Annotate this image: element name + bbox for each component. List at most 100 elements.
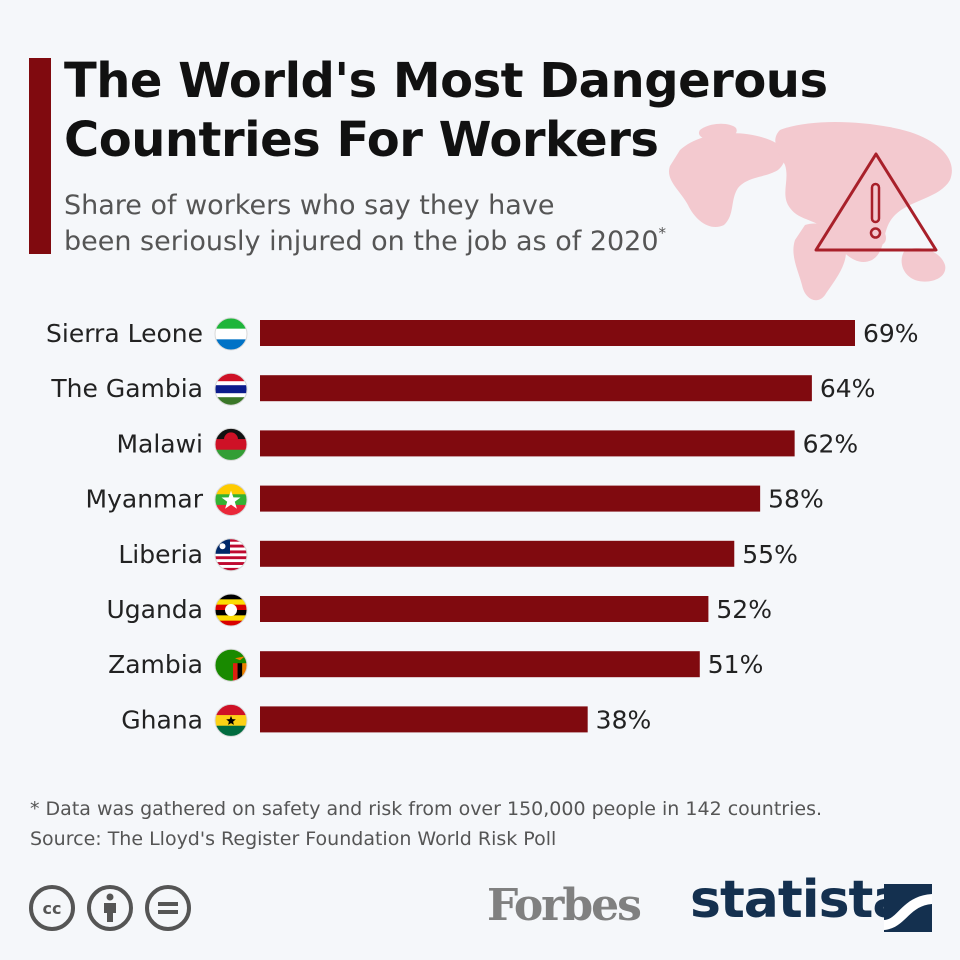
footnote-note: * Data was gathered on safety and risk f… <box>30 798 823 820</box>
bar <box>260 540 735 567</box>
chart-subtitle-line2-text: been seriously injured on the job as of … <box>64 226 659 257</box>
flag-outline <box>214 648 248 682</box>
forbes-logo: Forbes <box>487 880 642 931</box>
footnote: * Data was gathered on safety and risk f… <box>30 794 822 854</box>
flag-stripe <box>215 393 247 398</box>
flag-stripe <box>215 377 247 382</box>
footnote-source: Source: The Lloyd's Register Foundation … <box>30 828 557 850</box>
flag-stripe <box>215 328 247 340</box>
bar <box>260 485 761 512</box>
uganda-flag-icon <box>215 594 247 626</box>
gambia-flag-icon <box>215 373 247 406</box>
cc-icon: cc <box>29 885 75 931</box>
flag-stripe <box>215 620 247 626</box>
data-label: 69% <box>863 319 919 348</box>
flag-eagle <box>235 656 245 661</box>
category-label: Zambia <box>108 650 203 679</box>
flag-star <box>221 490 241 509</box>
bar <box>260 651 700 678</box>
chart-subtitle: Share of workers who say they have been … <box>64 188 784 260</box>
myanmar-flag-icon <box>215 483 247 516</box>
no-derivatives-icon <box>145 885 191 931</box>
data-label: 51% <box>708 650 764 679</box>
flag-stripe <box>215 449 247 461</box>
chart-title-line2: Countries For Workers <box>64 112 659 168</box>
flag-outline <box>214 483 248 517</box>
data-label: 52% <box>716 595 772 624</box>
flag-emblem <box>225 604 237 616</box>
bar-row: Myanmar 58% <box>86 483 824 517</box>
bar-chart: Sierra Leone 69% The Gambia 64% Malawi 62% Mya… <box>46 317 919 737</box>
flag-outline <box>214 317 248 351</box>
bar-row: The Gambia 64% <box>50 372 876 406</box>
bar <box>260 375 812 402</box>
flag-stripe <box>215 725 247 737</box>
flag-star <box>219 543 226 550</box>
flag-stripe <box>215 385 247 390</box>
chart-title: The World's Most Dangerous Countries For… <box>64 52 924 170</box>
category-label: Malawi <box>116 429 203 458</box>
flag-stripe <box>215 550 247 554</box>
flag-outline <box>214 538 248 572</box>
bar <box>260 320 855 346</box>
flag-sun <box>224 432 238 440</box>
flag-stripe <box>215 556 247 560</box>
flag-stripe <box>215 553 247 557</box>
flag-stripe <box>215 373 247 378</box>
chart-title-line1: The World's Most Dangerous <box>64 53 828 109</box>
flag-stripe <box>215 544 247 549</box>
category-label: Myanmar <box>86 485 204 514</box>
statista-logo-icon <box>884 884 932 932</box>
data-label: 38% <box>596 705 652 734</box>
flag-star <box>226 715 236 725</box>
flag-outline <box>214 703 248 737</box>
flag-stripe <box>215 318 247 330</box>
data-label: 62% <box>803 429 859 458</box>
flag-stripe <box>215 567 247 571</box>
category-label: Sierra Leone <box>46 319 203 348</box>
bar-row: Uganda 52% <box>106 593 772 627</box>
bar-row: Zambia 51% <box>108 648 764 682</box>
bar-row: Liberia 55% <box>118 538 798 572</box>
warning-icon <box>814 152 938 252</box>
flag-stripe <box>215 401 247 406</box>
sierra-leone-flag-icon <box>215 318 247 350</box>
flag-bar-black <box>237 663 243 682</box>
flag-stripe <box>215 615 247 622</box>
flag-outline <box>214 427 248 461</box>
category-label: The Gambia <box>50 374 203 403</box>
bar-row: Ghana 38% <box>121 703 652 737</box>
flag-stripe <box>215 541 247 546</box>
flag-stripe <box>215 439 247 451</box>
svg-text:cc: cc <box>43 899 62 918</box>
ghana-flag-icon <box>215 704 247 737</box>
bar-row: Sierra Leone 69% <box>46 317 919 351</box>
flag-outline <box>214 593 248 627</box>
subtitle-footnote-marker: * <box>658 224 667 242</box>
category-label: Ghana <box>121 705 203 734</box>
malawi-flag-icon <box>215 428 247 461</box>
zambia-flag-icon <box>215 649 247 682</box>
flag-stripe <box>215 547 247 551</box>
category-label: Uganda <box>106 595 203 624</box>
bar <box>260 706 588 733</box>
statista-logo-text: statista <box>690 870 907 930</box>
chart-subtitle-line2: been seriously injured on the job as of … <box>64 224 784 260</box>
flag-outline <box>214 372 248 406</box>
attribution-icon <box>87 885 133 931</box>
flag-stripe <box>215 564 247 569</box>
data-label: 64% <box>820 374 876 403</box>
bar-row: Malawi 62% <box>116 427 859 461</box>
chart-subtitle-line1: Share of workers who say they have <box>64 190 555 221</box>
flag-stripe <box>215 562 247 566</box>
data-label: 55% <box>742 540 798 569</box>
title-accent-bar <box>29 58 51 254</box>
category-label: Liberia <box>118 540 203 569</box>
world-map-icon <box>669 121 952 301</box>
flag-stripe <box>215 389 247 394</box>
flag-stripe <box>215 559 247 563</box>
data-label: 58% <box>768 485 824 514</box>
flag-stripe <box>215 504 247 516</box>
flag-stripe <box>215 594 247 600</box>
flag-stripe <box>215 704 247 716</box>
